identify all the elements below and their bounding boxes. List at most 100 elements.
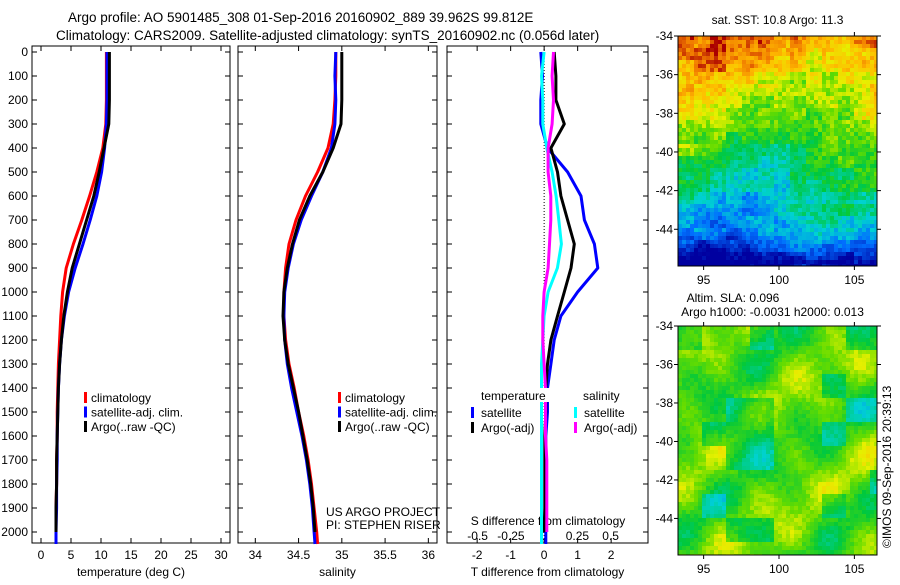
map-cell [710, 442, 714, 446]
map-cell [722, 124, 726, 128]
map-cell [726, 378, 730, 382]
map-cell [678, 172, 682, 176]
map-cell [766, 64, 770, 68]
map-cell [746, 100, 750, 104]
map-cell [770, 362, 774, 366]
map-cell [758, 334, 762, 338]
map-cell [862, 220, 866, 224]
map-cell [710, 132, 714, 136]
map-cell [766, 220, 770, 224]
map-cell [826, 176, 830, 180]
map-cell [758, 454, 762, 458]
map-cell [846, 430, 850, 434]
map-cell [694, 398, 698, 402]
map-cell [770, 370, 774, 374]
map-cell [826, 446, 830, 450]
map-cell [790, 438, 794, 442]
map-cell [734, 40, 738, 44]
map-cell [862, 350, 866, 354]
map-cell [742, 172, 746, 176]
map-cell [714, 236, 718, 240]
map-cell [690, 224, 694, 228]
map-cell [702, 462, 706, 466]
map-cell [730, 362, 734, 366]
map-cell [750, 232, 754, 236]
map-cell [694, 462, 698, 466]
map-cell [854, 64, 858, 68]
map-cell [686, 196, 690, 200]
map-cell [710, 96, 714, 100]
map-cell [678, 52, 682, 56]
map-cell [738, 350, 742, 354]
map-cell [754, 204, 758, 208]
map-cell [730, 88, 734, 92]
map-cell [818, 84, 822, 88]
map-cell [730, 48, 734, 52]
map-cell [678, 244, 682, 248]
y-tick-label: 1700 [1, 453, 28, 467]
map-cell [810, 256, 814, 260]
map-cell [786, 116, 790, 120]
map-cell [694, 84, 698, 88]
map-cell [866, 200, 870, 204]
map-cell [694, 184, 698, 188]
map-cell [770, 60, 774, 64]
map-cell [678, 406, 682, 410]
map-cell [694, 358, 698, 362]
map-cell [802, 204, 806, 208]
map-cell [718, 152, 722, 156]
map-cell [866, 208, 870, 212]
map-cell [734, 140, 738, 144]
map-cell [834, 96, 838, 100]
map-cell [734, 394, 738, 398]
map-cell [794, 180, 798, 184]
map-cell [782, 156, 786, 160]
map-cell [774, 176, 778, 180]
map-cell [734, 36, 738, 40]
map-cell [782, 176, 786, 180]
map-cell [698, 398, 702, 402]
map-cell [706, 68, 710, 72]
map-cell [798, 48, 802, 52]
map-cell [698, 338, 702, 342]
map-cell [754, 136, 758, 140]
map-cell [746, 144, 750, 148]
map-cell [862, 224, 866, 228]
map-cell [730, 196, 734, 200]
map-cell [770, 180, 774, 184]
map-cell [718, 124, 722, 128]
map-cell [734, 350, 738, 354]
map-cell [802, 116, 806, 120]
map-cell [838, 216, 842, 220]
map-cell [798, 462, 802, 466]
map-cell [770, 200, 774, 204]
map-cell [830, 172, 834, 176]
map-cell [854, 244, 858, 248]
map-cell [758, 370, 762, 374]
map-cell [690, 92, 694, 96]
map-cell [790, 236, 794, 240]
map-cell [758, 128, 762, 132]
map-cell [742, 112, 746, 116]
map-cell [806, 52, 810, 56]
map-cell [766, 370, 770, 374]
map-cell [770, 128, 774, 132]
map-cell [850, 338, 854, 342]
map-cell [714, 128, 718, 132]
map-cell [694, 438, 698, 442]
map-cell [774, 434, 778, 438]
map-cell [830, 200, 834, 204]
map-cell [762, 128, 766, 132]
map-cell [790, 378, 794, 382]
map-cell [822, 84, 826, 88]
map-cell [746, 108, 750, 112]
map-cell [718, 172, 722, 176]
map-cell [854, 406, 858, 410]
map-cell [830, 212, 834, 216]
map-cell [726, 216, 730, 220]
map-cell [854, 172, 858, 176]
map-cell [778, 60, 782, 64]
map-cell [742, 156, 746, 160]
map-cell [794, 212, 798, 216]
map-cell [838, 192, 842, 196]
